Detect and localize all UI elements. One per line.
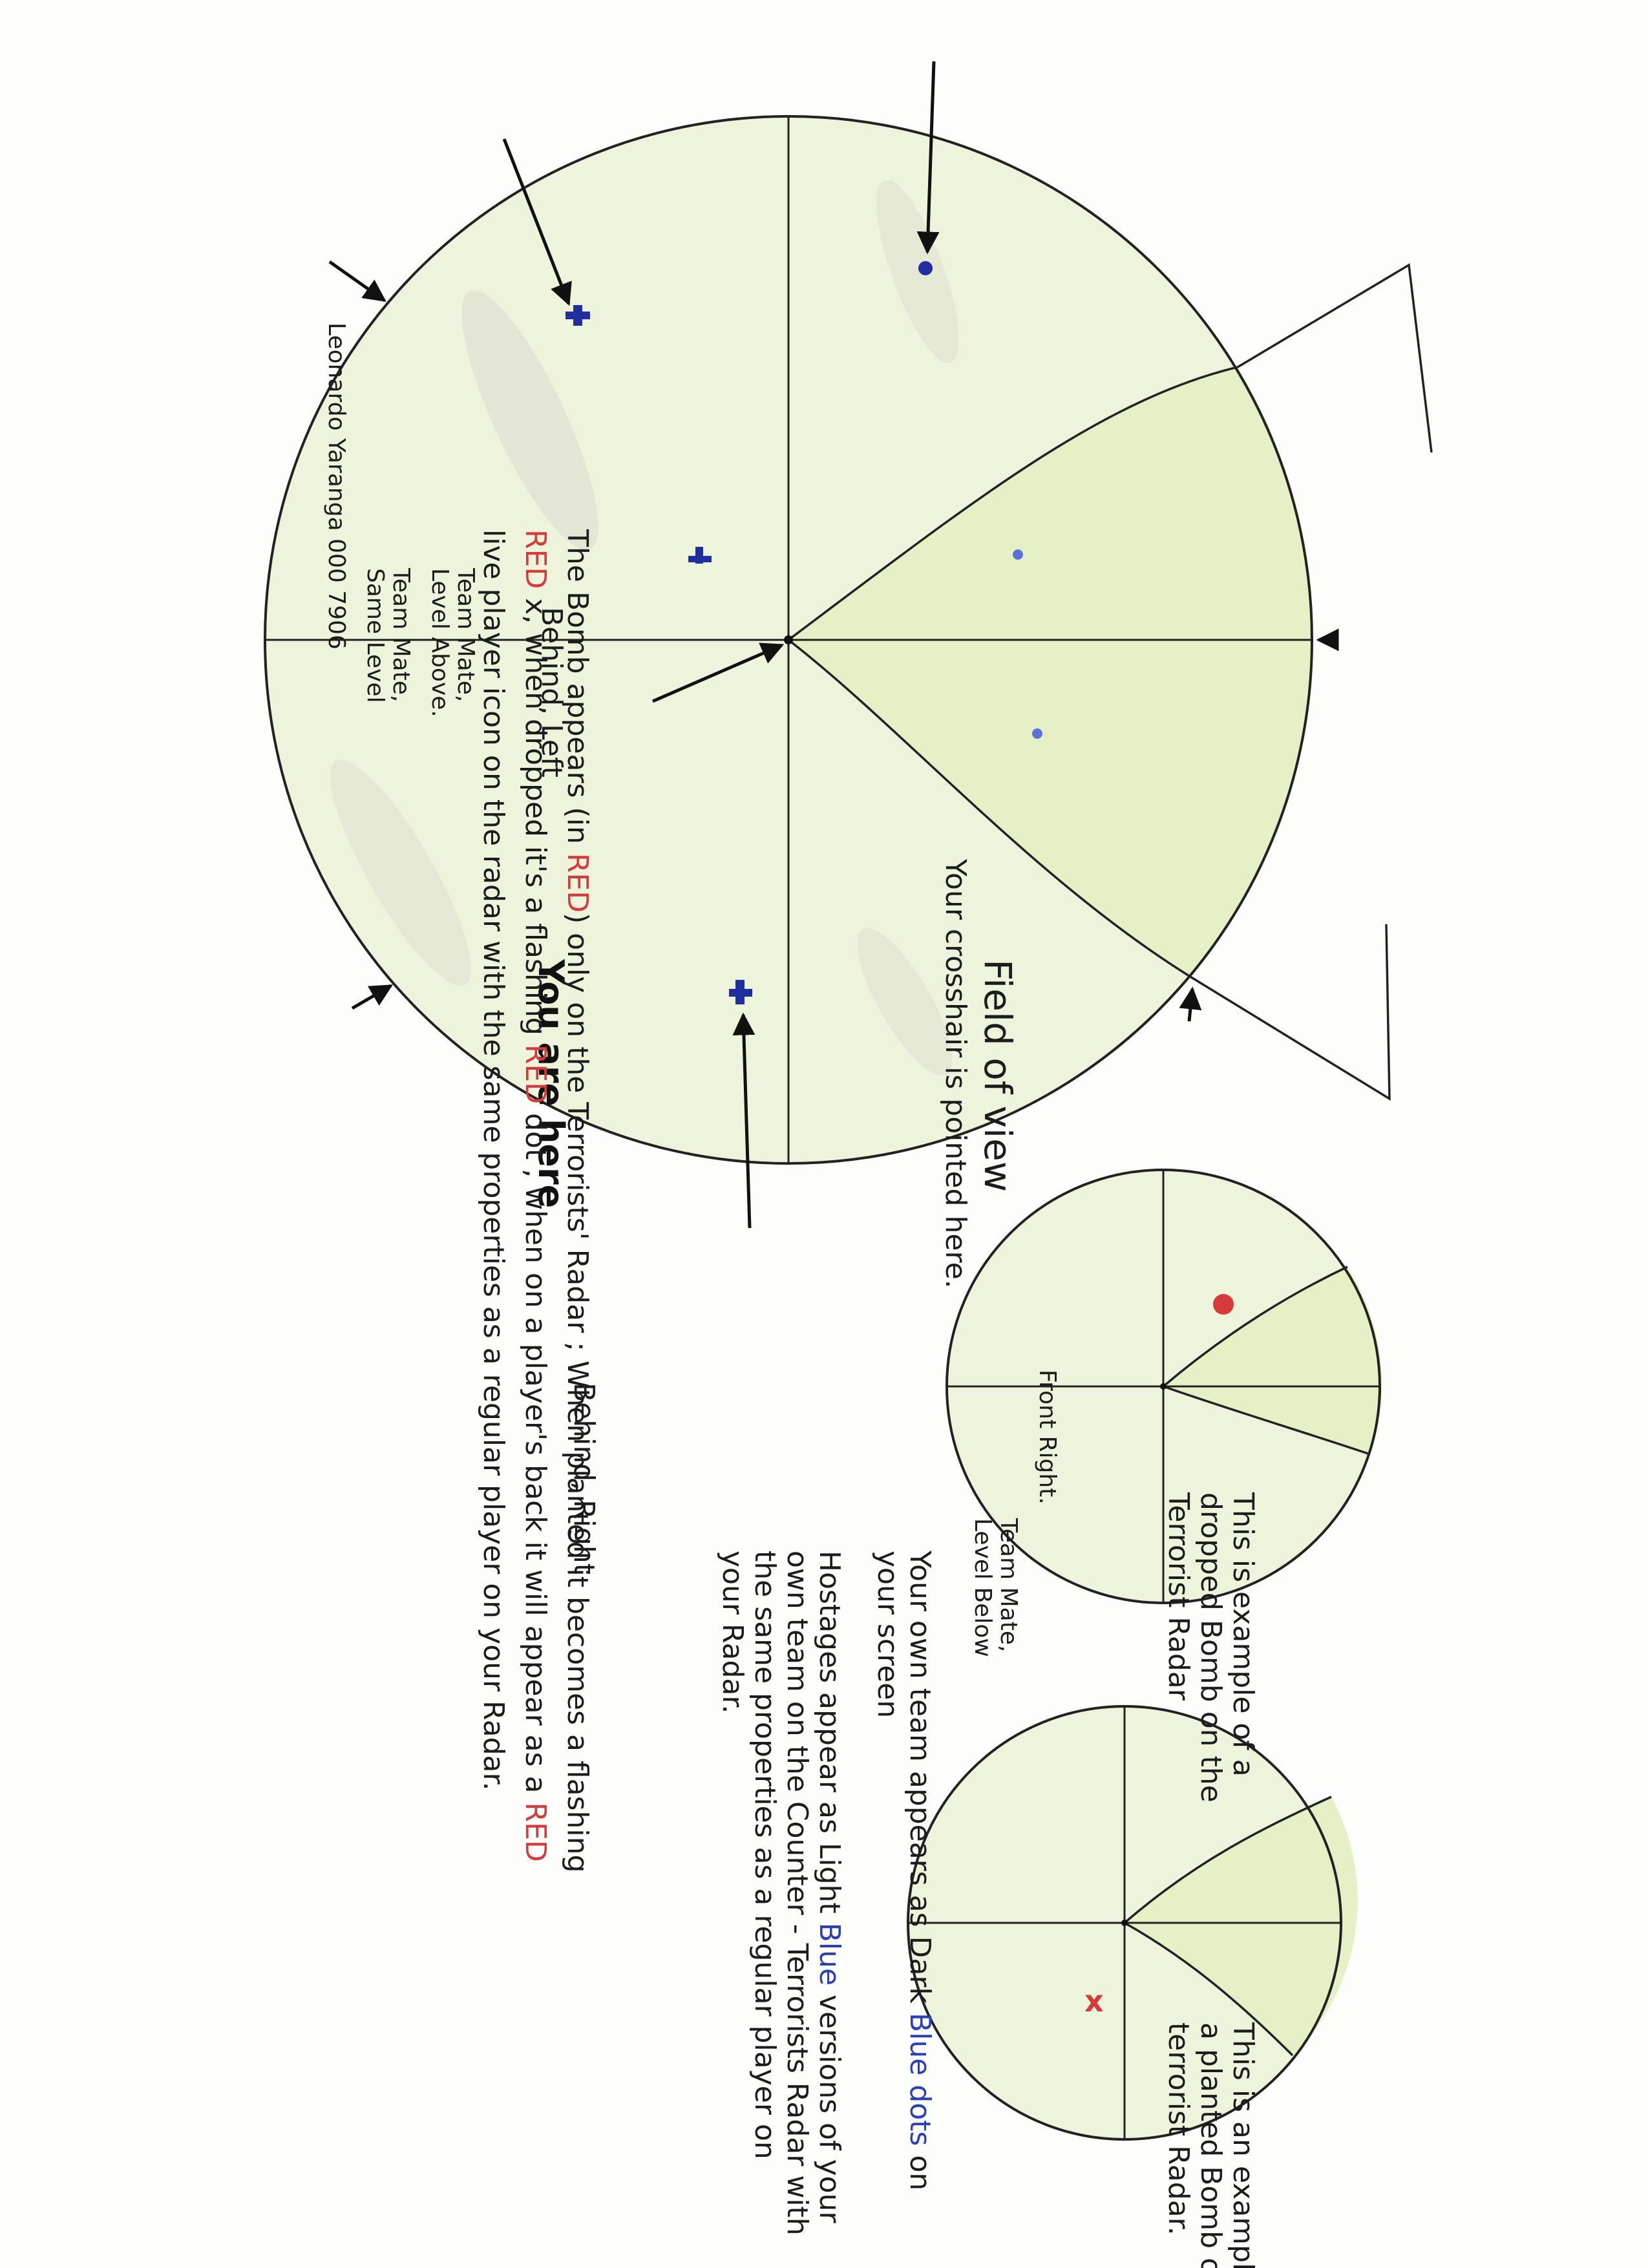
fov-edge-right [787,639,1190,977]
front-right-label: Front Right. [1034,1370,1061,1505]
bomb-note-line-2: RED x, when dropped it's a flashing RED … [519,529,552,1862]
crosshair-label: Your crosshair is pointed here. [939,858,972,1289]
front-right-arrow [1179,986,1202,1022]
planted-bomb-radar: x [907,1705,1358,2141]
teammate-below-arrow [732,1012,755,1229]
teammate-same-level-dot [918,261,933,275]
teammate-above-arrow [502,138,572,306]
dropped-example-line-2: dropped Bomb on the [1194,1492,1227,1803]
behind-left-arrow [328,260,386,302]
planted-example-line-3: terrorist Radar. [1162,2022,1195,2236]
fov-bracket-bottom [1188,924,1391,1101]
player-center-dot [784,635,793,644]
fov-edge-left [787,366,1238,641]
hostage-note-line-4: your Radar. [716,1551,749,1713]
bomb-note-line-3: live player icon on the radar with the s… [477,529,510,1791]
dropped-bomb-dot [1213,1294,1234,1315]
hostage-note-line-3: the same properties as a regular player … [748,1551,781,2159]
you-are-here-label: You are here [531,959,571,1208]
teammate-same-level-label-1: Team Mate, [388,567,414,702]
teammate-below-label-2: Level Below [969,1518,996,1657]
teammate-same-level-label-2: Same Level [362,568,388,703]
behind-right-arrow [351,984,394,1010]
hostage-note-line-1: Hostages appear as Light Blue versions o… [813,1551,846,2223]
hostage-note-line-2: own team on the Counter - Terrorists Rad… [781,1551,814,2236]
teammate-above-label-2: Level Above. [427,568,453,717]
planted-bomb-x: x [1084,1984,1104,2019]
teammate-below-label-1: Team Mate, [995,1518,1022,1652]
hostage-dot-upper [1013,549,1023,560]
behind-right-label: Behind, Right [567,1383,600,1574]
main-radar [264,115,1313,1165]
teammate-above-label-1: Team Mate, [452,567,479,702]
hostage-dot-lower [1032,728,1042,739]
planted-example-line-2: a planted Bomb on the [1194,2022,1227,2268]
you-are-here-arrow [652,642,785,703]
dropped-bomb-radar [945,1169,1382,1604]
teammate-same-level-arrow [916,61,940,255]
team-note-line-2: your screen [871,1551,904,1718]
field-of-view-cone [788,367,1313,976]
behind-left-label: Behind, Left [535,607,568,778]
dropped-example-line-1: This is example of a [1227,1492,1260,1777]
field-of-view-label: Field of view [976,959,1020,1192]
dropped-example-line-3: Terrorist Radar [1162,1492,1195,1701]
bomb-note-line-1: The Bomb appears (in RED) only on the Te… [561,529,594,1872]
team-note-line-1: Your own team appears as Dark Blue dots … [903,1550,936,2190]
fov-bracket-top [1237,263,1433,453]
author-signature: Leonardo Yaranga 000 7906 [323,323,350,650]
planted-example-line-1: This is an example of [1227,2022,1260,2268]
